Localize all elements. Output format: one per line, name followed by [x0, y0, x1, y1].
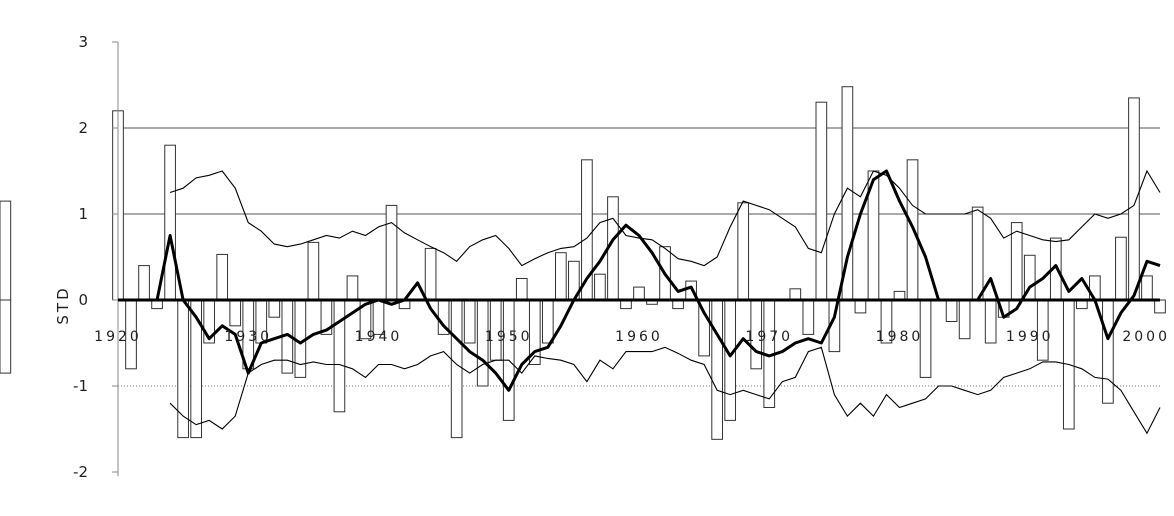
- x-tick-label: 1980: [876, 329, 924, 345]
- upper-bound-line: [169, 169, 1161, 267]
- bar-undefined: [0, 299, 12, 374]
- bar-1925: [177, 299, 189, 439]
- bar-1954: [555, 252, 567, 301]
- bar-1938: [346, 275, 359, 301]
- axes: [112, 41, 1160, 477]
- bar-1937: [333, 299, 346, 413]
- bar-1935: [307, 241, 320, 301]
- smoothed-line-layer: [155, 169, 1161, 392]
- bar-1928: [216, 253, 229, 301]
- x-tick-label: 1950: [485, 329, 533, 345]
- bar-1951: [515, 278, 528, 301]
- x-tick-label: 1960: [615, 329, 663, 345]
- bar-undefined: [0, 200, 12, 301]
- y-tick-label: 0: [78, 291, 88, 309]
- bar-1972: [789, 288, 802, 301]
- bar-1941: [385, 204, 398, 301]
- bar-1984: [945, 299, 958, 322]
- bar-1974: [815, 101, 828, 301]
- bar-1966: [711, 299, 723, 440]
- bar-1934: [294, 299, 307, 378]
- x-tick-label: 1940: [355, 329, 403, 345]
- x-tick-label: 1930: [224, 329, 272, 345]
- bar-1973: [802, 299, 815, 335]
- x-tick-label: 1970: [745, 329, 793, 345]
- x-tick-label: 2000: [1122, 329, 1170, 345]
- bar-2000: [1154, 299, 1166, 314]
- bar-1989: [1010, 222, 1023, 301]
- bar-1924: [164, 144, 176, 301]
- x-tick-label: 1920: [94, 329, 142, 345]
- bar-1967: [724, 299, 737, 421]
- bar-1998: [1128, 97, 1140, 301]
- bar-1957: [594, 273, 606, 301]
- smoothed-line: [155, 169, 1161, 392]
- x-tick-label: 1990: [1006, 329, 1054, 345]
- y-tick-label: -2: [73, 463, 88, 481]
- bar-1929: [229, 299, 242, 327]
- bar-1999: [1141, 275, 1153, 301]
- y-tick-label: -1: [73, 377, 88, 395]
- tick-labels: -2 -1 0 1 2 3 1920 1930 1940 1950 1960 1970 1980 1990…: [73, 33, 1170, 481]
- bar-1953: [541, 299, 554, 344]
- gridlines: [118, 127, 1160, 387]
- bar-1944: [424, 247, 437, 301]
- bar-1996: [1102, 299, 1114, 404]
- lower-bound-line: [169, 346, 1161, 435]
- bar-1997: [1115, 236, 1127, 301]
- bar-1932: [268, 299, 281, 318]
- bar-1986: [971, 206, 984, 301]
- y-tick-label: 3: [78, 33, 88, 51]
- bar-1985: [958, 299, 971, 340]
- bar-1977: [854, 299, 867, 314]
- bar-1968: [737, 202, 750, 301]
- y-tick-label: 1: [78, 205, 88, 223]
- bar-1947: [463, 299, 476, 344]
- bar-1946: [450, 299, 463, 439]
- bar-1960: [633, 286, 645, 301]
- y-axis-label: STD: [54, 285, 72, 324]
- bar-1922: [138, 265, 150, 301]
- bar-1987: [984, 299, 997, 344]
- y-tick-label: 2: [78, 119, 88, 137]
- bound-lines: [169, 169, 1161, 435]
